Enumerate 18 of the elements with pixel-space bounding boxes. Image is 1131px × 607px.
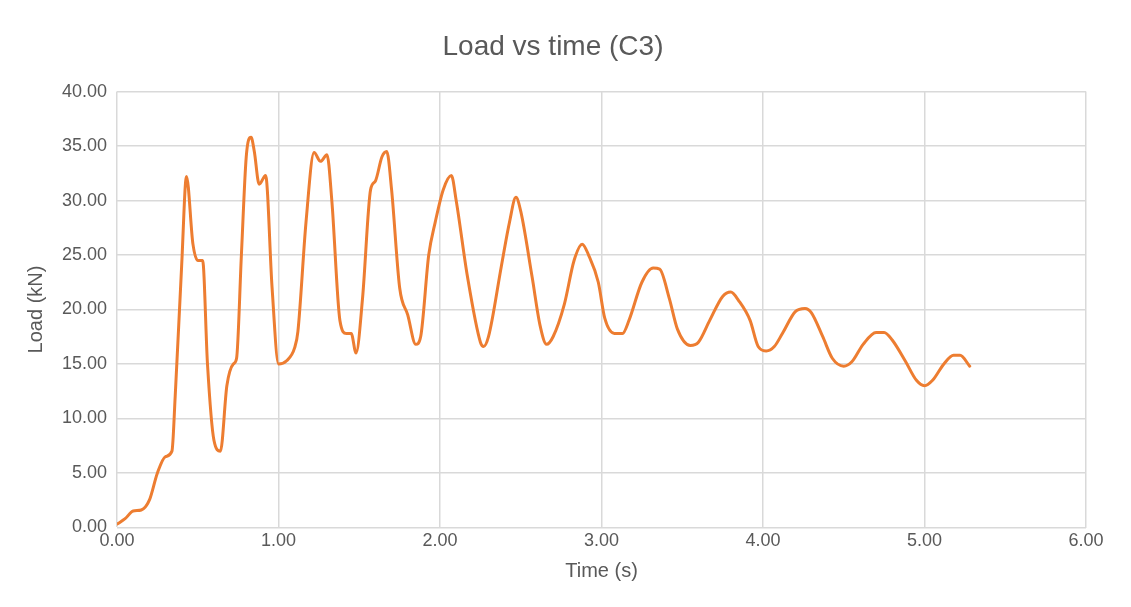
x-tick-label: 5.00 [906, 530, 943, 551]
y-tick-label: 10.00 [62, 407, 108, 428]
x-tick-label: 2.00 [422, 530, 458, 551]
x-tick-label: 6.00 [1068, 530, 1104, 551]
y-tick-label: 5.00 [72, 461, 108, 482]
x-tick-label: 1.00 [261, 530, 297, 551]
x-tick-label: 3.00 [584, 530, 620, 551]
y-axis-title: Load (kN) [23, 265, 46, 354]
y-tick-label: 40.00 [62, 80, 108, 101]
y-tick-label: 25.00 [62, 243, 108, 264]
y-tick-label: 20.00 [62, 298, 108, 319]
y-tick-label: 15.00 [62, 352, 108, 373]
chart-title: Load vs time (C3) [442, 29, 664, 61]
y-tick-label: 35.00 [62, 135, 108, 156]
y-tick-label: 30.00 [62, 189, 108, 210]
line-series [117, 135, 972, 526]
x-tick-label: 4.00 [745, 530, 781, 551]
x-axis-title: Time (s) [565, 558, 638, 581]
